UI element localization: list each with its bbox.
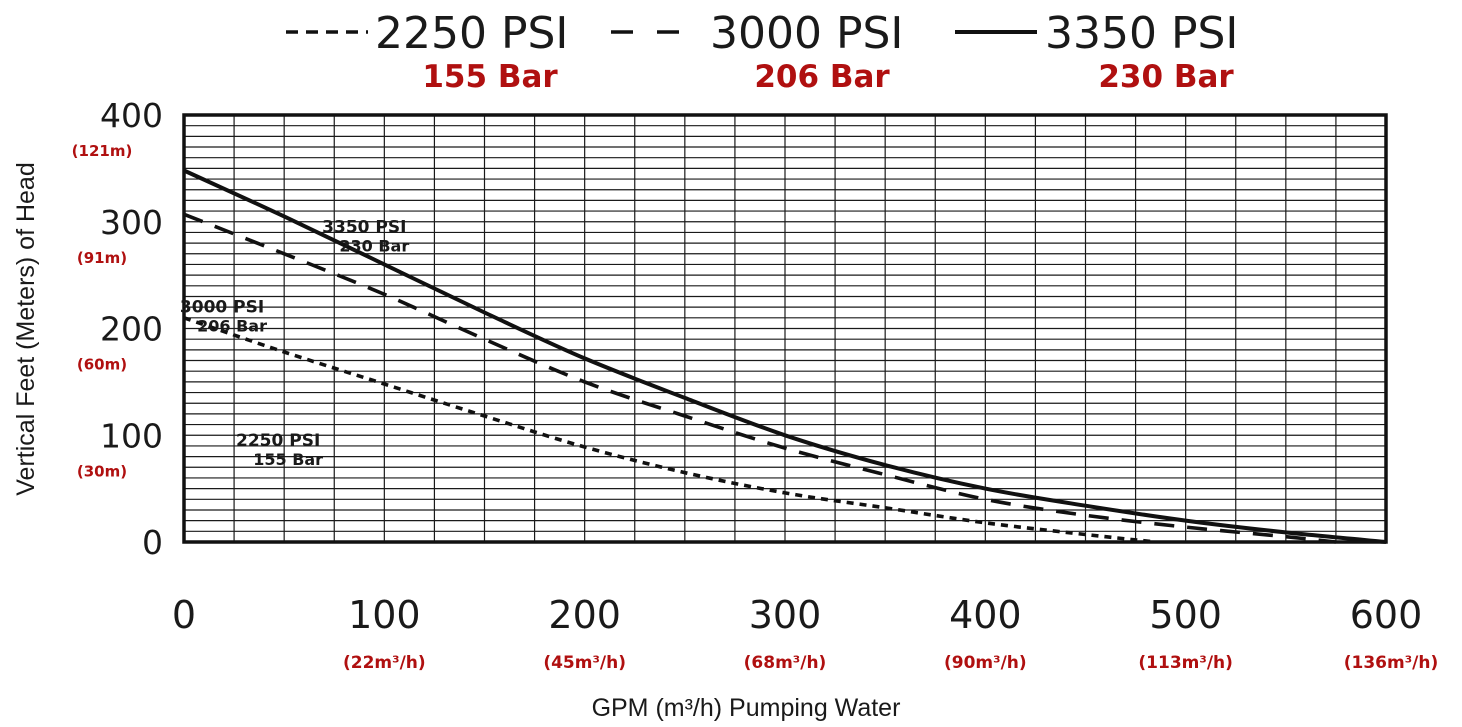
y-tick-label: 200 — [100, 310, 163, 349]
x-tick-metric-label: (90m³/h) — [944, 653, 1027, 673]
grid — [184, 115, 1386, 542]
x-tick-label: 100 — [348, 593, 421, 637]
y-tick-label: 100 — [100, 416, 163, 455]
y-tick-label: 300 — [100, 203, 163, 242]
y-tick-label: 0 — [142, 523, 163, 562]
axis-ticks: 0 100 (30m) 200 (60m) 300 (91m) 400 (121m) 0 100 (2… — [72, 96, 1439, 673]
x-tick-metric-label: (45m³/h) — [543, 653, 626, 673]
series-line-3350-psi — [183, 168, 1387, 544]
y-axis-title: Vertical Feet (Meters) of Head — [12, 162, 40, 495]
curve-label-3000-psi: 3000 PSI — [180, 297, 264, 317]
curves — [183, 168, 1387, 544]
curve-label-2250-psi: 2250 PSI — [236, 431, 320, 451]
legend-label-155-bar: 155 Bar — [422, 59, 558, 95]
x-tick-label: 400 — [949, 593, 1022, 637]
x-tick-metric-label: (136m³/h) — [1344, 653, 1439, 673]
x-tick-metric-label: (68m³/h) — [744, 653, 827, 673]
curve-label-155-bar: 155 Bar — [253, 450, 323, 469]
x-tick-metric-label: (113m³/h) — [1138, 653, 1233, 673]
x-axis-title: GPM (m³/h) Pumping Water — [592, 694, 901, 722]
curve-label-3350-psi: 3350 PSI — [322, 217, 406, 237]
x-tick-label: 500 — [1149, 593, 1222, 637]
legend-label-206-bar: 206 Bar — [754, 59, 890, 95]
x-tick-label: 600 — [1350, 593, 1423, 637]
y-tick-metric-label: (60m) — [77, 356, 127, 374]
y-tick-metric-label: (30m) — [77, 462, 127, 480]
legend-label-2250-psi: 2250 PSI — [375, 8, 568, 59]
series-line-2250-psi — [183, 316, 1156, 544]
curve-label-230-bar: 230 Bar — [339, 236, 409, 255]
x-tick-label: 0 — [172, 593, 196, 637]
legend-label-230-bar: 230 Bar — [1098, 59, 1234, 95]
legend-label-3350-psi: 3350 PSI — [1045, 8, 1238, 59]
x-tick-label: 200 — [548, 593, 621, 637]
x-tick-metric-label: (22m³/h) — [343, 653, 426, 673]
y-tick-label: 400 — [100, 96, 163, 135]
y-tick-metric-label: (91m) — [77, 249, 127, 267]
x-tick-label: 300 — [749, 593, 822, 637]
plot-frame — [182, 113, 1388, 544]
legend-label-3000-psi: 3000 PSI — [710, 8, 903, 59]
y-tick-metric-label: (121m) — [72, 142, 133, 160]
curve-label-206-bar: 206 Bar — [197, 316, 267, 335]
series-line-3000-psi — [183, 212, 1337, 544]
